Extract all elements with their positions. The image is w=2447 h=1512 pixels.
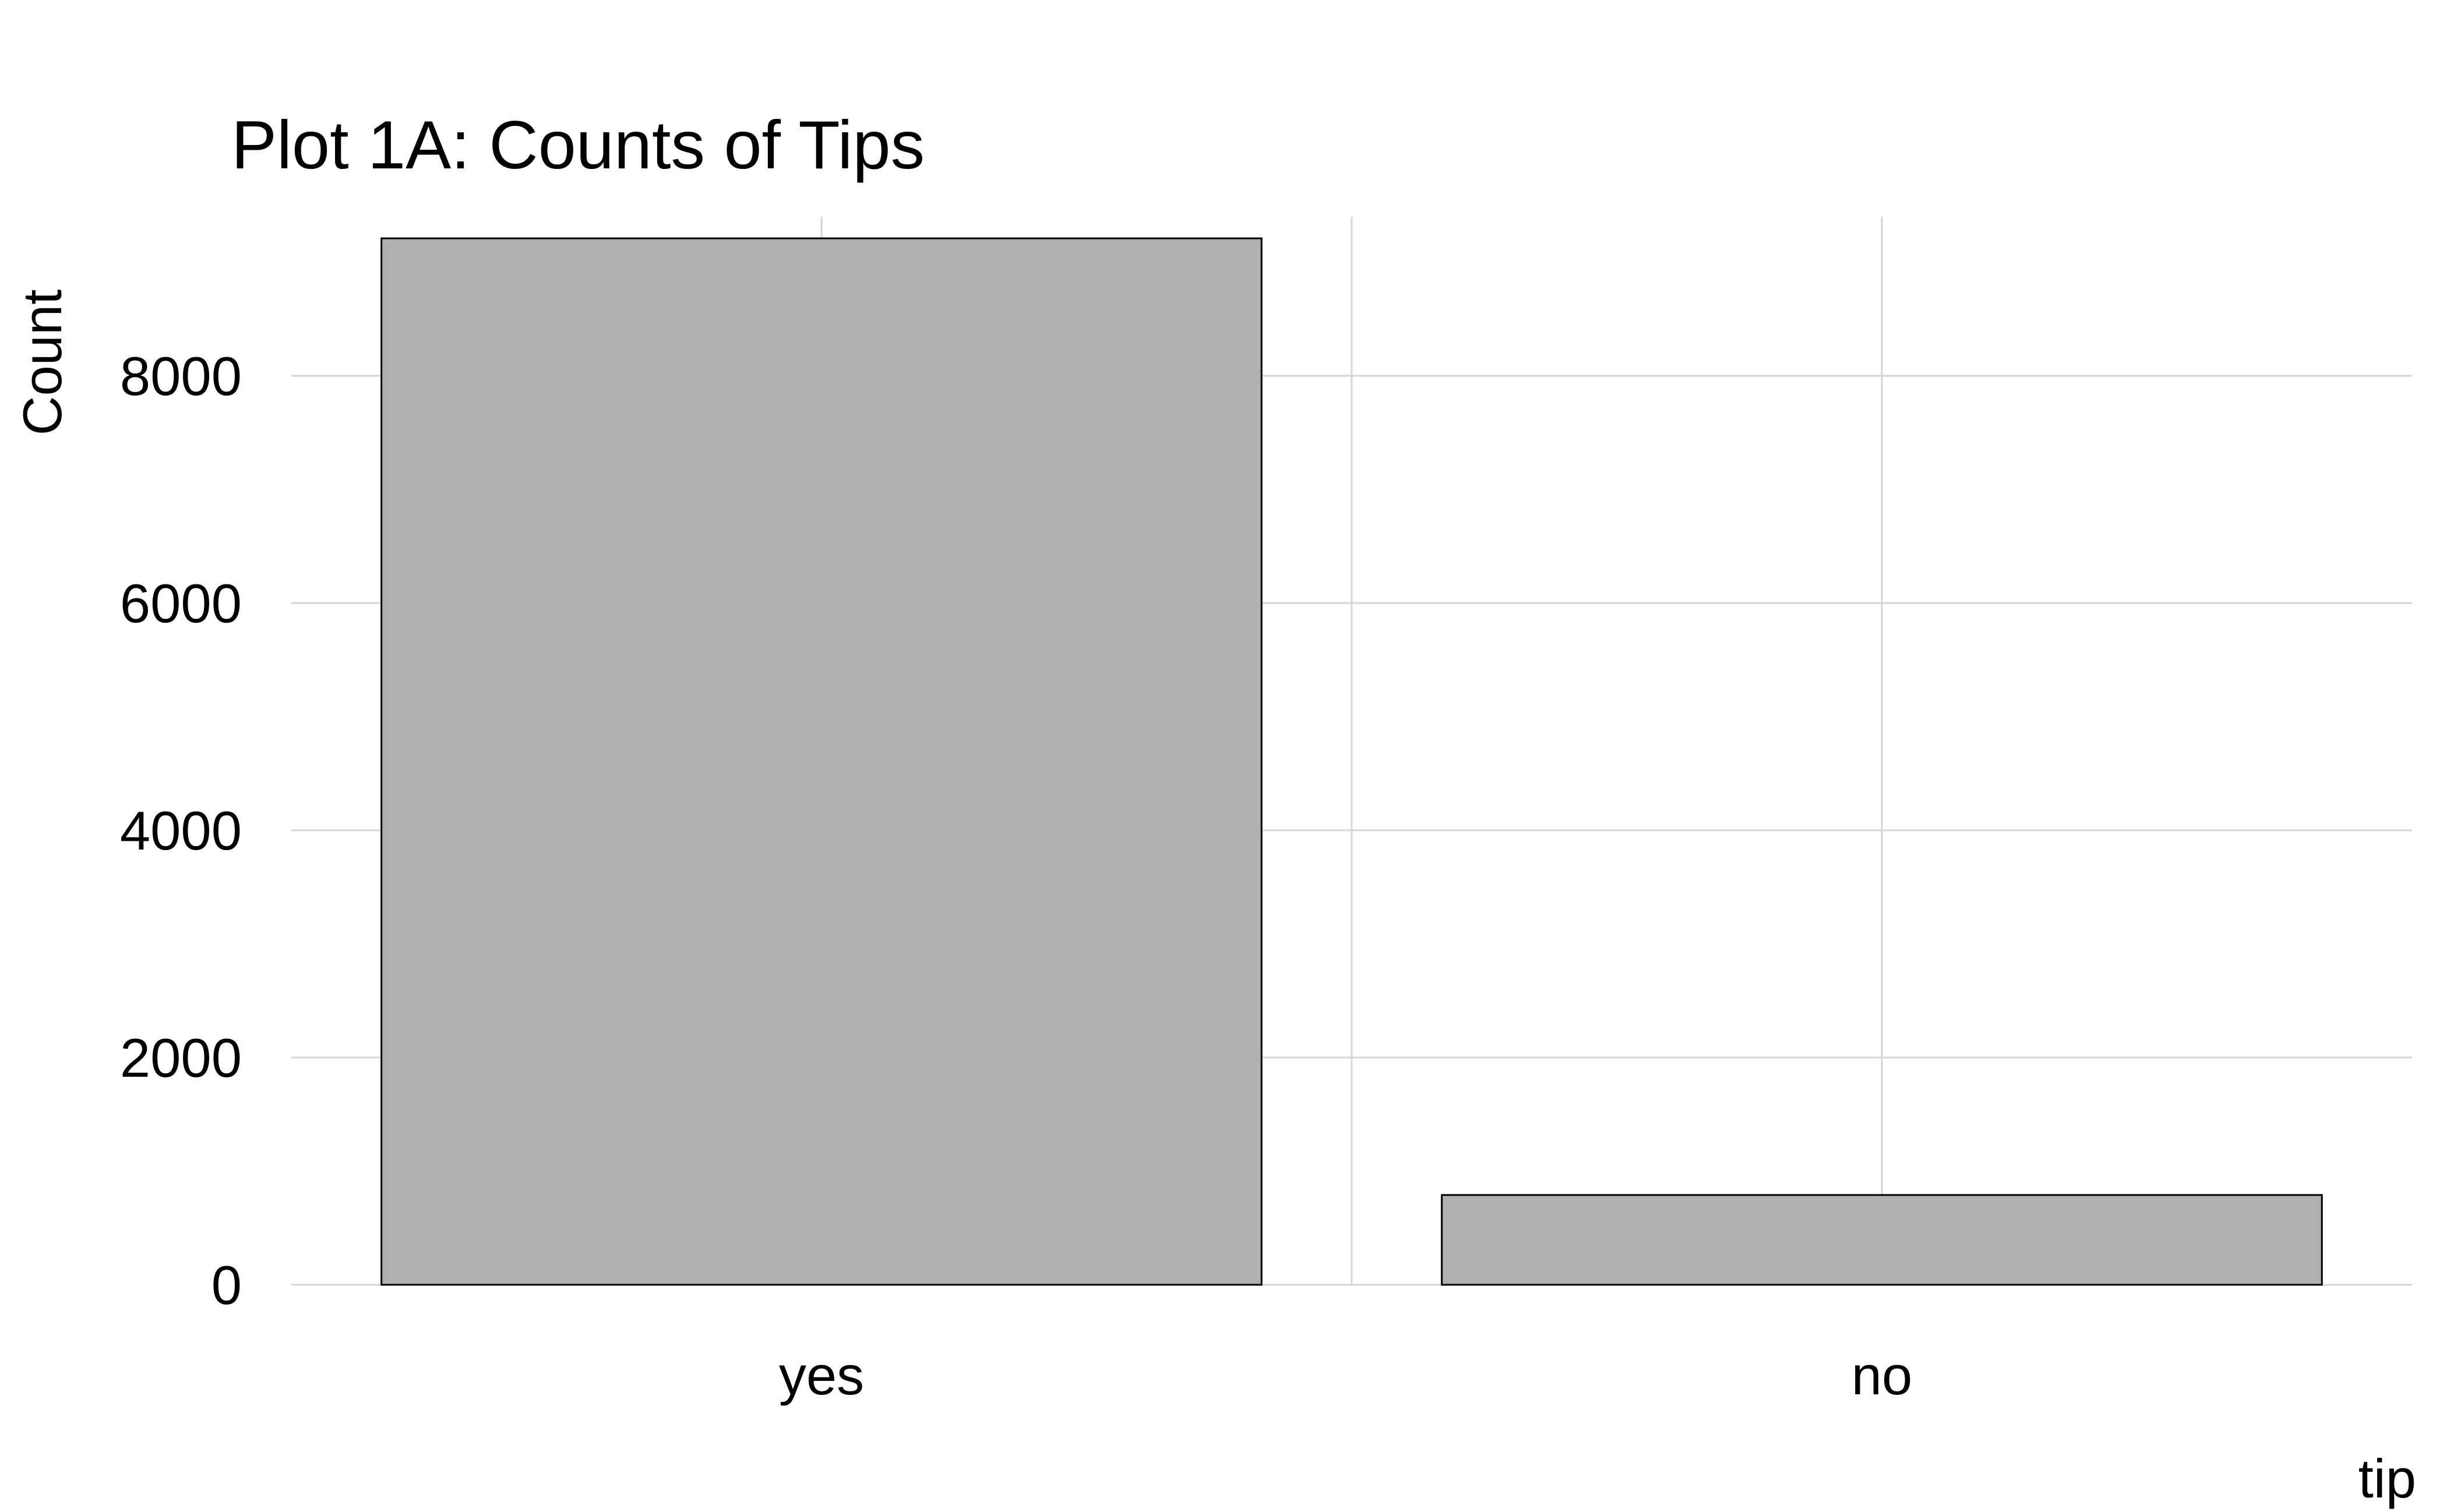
- x-axis-tick-labels: yes no: [779, 1345, 1912, 1406]
- x-tick-label: yes: [779, 1345, 864, 1406]
- y-axis-title: Count: [12, 290, 73, 436]
- x-tick-label: no: [1852, 1345, 1913, 1406]
- y-tick-label: 8000: [120, 346, 242, 407]
- bar-no: [1441, 1194, 2323, 1286]
- x-axis-title: tip: [2358, 1448, 2416, 1509]
- chart-title: Plot 1A: Counts of Tips: [231, 107, 925, 183]
- y-tick-label: 4000: [120, 800, 242, 861]
- y-tick-label: 0: [211, 1254, 242, 1316]
- y-tick-label: 2000: [120, 1027, 242, 1088]
- y-axis-tick-labels: 0 2000 4000 6000 8000: [120, 346, 242, 1316]
- bars: [380, 237, 2323, 1286]
- y-tick-label: 6000: [120, 573, 242, 634]
- bar-yes: [380, 237, 1263, 1286]
